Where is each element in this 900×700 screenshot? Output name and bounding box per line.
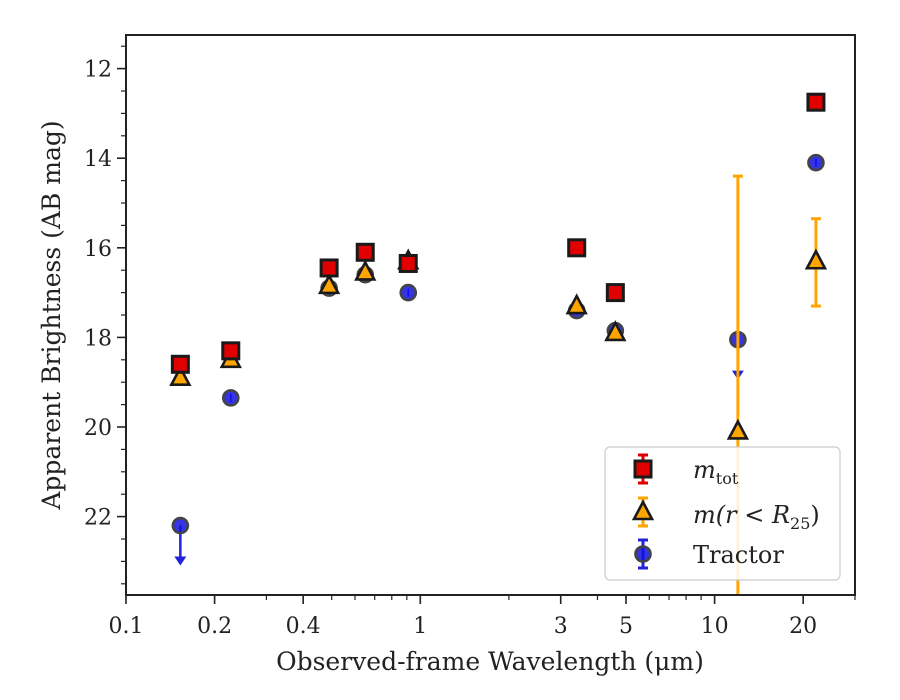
m-r25-point <box>804 248 828 270</box>
y-tick-label: 14 <box>84 147 112 172</box>
upper-limit-arrowhead <box>174 556 187 566</box>
x-axis-label: Observed-frame Wavelength (μm) <box>276 647 704 676</box>
y-axis-ticks: 12 14 16 18 20 22 <box>84 45 126 585</box>
mtot-point <box>567 238 587 258</box>
x-tick-label: 3 <box>554 614 568 639</box>
mtot-point <box>221 341 241 361</box>
m-r25-point <box>169 364 192 387</box>
plot-frame <box>125 34 856 596</box>
x-tick-label: 1 <box>413 614 427 639</box>
x-tick-label: 20 <box>789 614 817 639</box>
m-r25-point <box>604 320 627 342</box>
plot-area <box>169 92 828 595</box>
y-tick-label: 22 <box>84 506 112 531</box>
m-r25-point <box>631 499 655 521</box>
legend-frame <box>604 446 841 581</box>
x-tick-label: 0.2 <box>197 614 232 639</box>
x-axis-ticks: 0.1 0.2 0.4 1 3 5 10 20 <box>109 595 856 639</box>
y-axis-label: Apparent Brightness (AB mag) <box>37 120 66 510</box>
mtot-point <box>633 459 653 479</box>
tractor-point <box>634 545 652 563</box>
y-tick-label: 16 <box>84 237 112 262</box>
m-r25-point <box>726 418 750 440</box>
legend-entry-m-r25: m(r < R25) <box>693 501 820 533</box>
x-tick-label: 0.1 <box>109 614 144 639</box>
y-tick-label: 12 <box>84 58 112 83</box>
m-r25-point <box>354 259 377 281</box>
m-r25-point <box>565 293 588 315</box>
mtot-point <box>806 92 826 112</box>
legend-entry-tractor: Tractor <box>693 541 784 569</box>
y-tick-label: 20 <box>84 416 112 441</box>
mtot-point <box>605 283 625 303</box>
x-tick-label: 0.4 <box>286 614 321 639</box>
m-r25-point <box>317 273 341 295</box>
mtot-point <box>319 258 339 278</box>
mtot-point <box>355 242 375 262</box>
legend-entry-mtot: mtot <box>693 456 739 488</box>
mtot-point <box>170 354 190 374</box>
tractor-point <box>171 516 190 535</box>
x-tick-label: 10 <box>701 614 729 639</box>
legend: mtot m(r < R25) Tractor <box>604 446 841 581</box>
mtot-point <box>398 253 418 273</box>
y-tick-label: 18 <box>84 326 112 351</box>
x-tick-label: 5 <box>619 614 633 639</box>
